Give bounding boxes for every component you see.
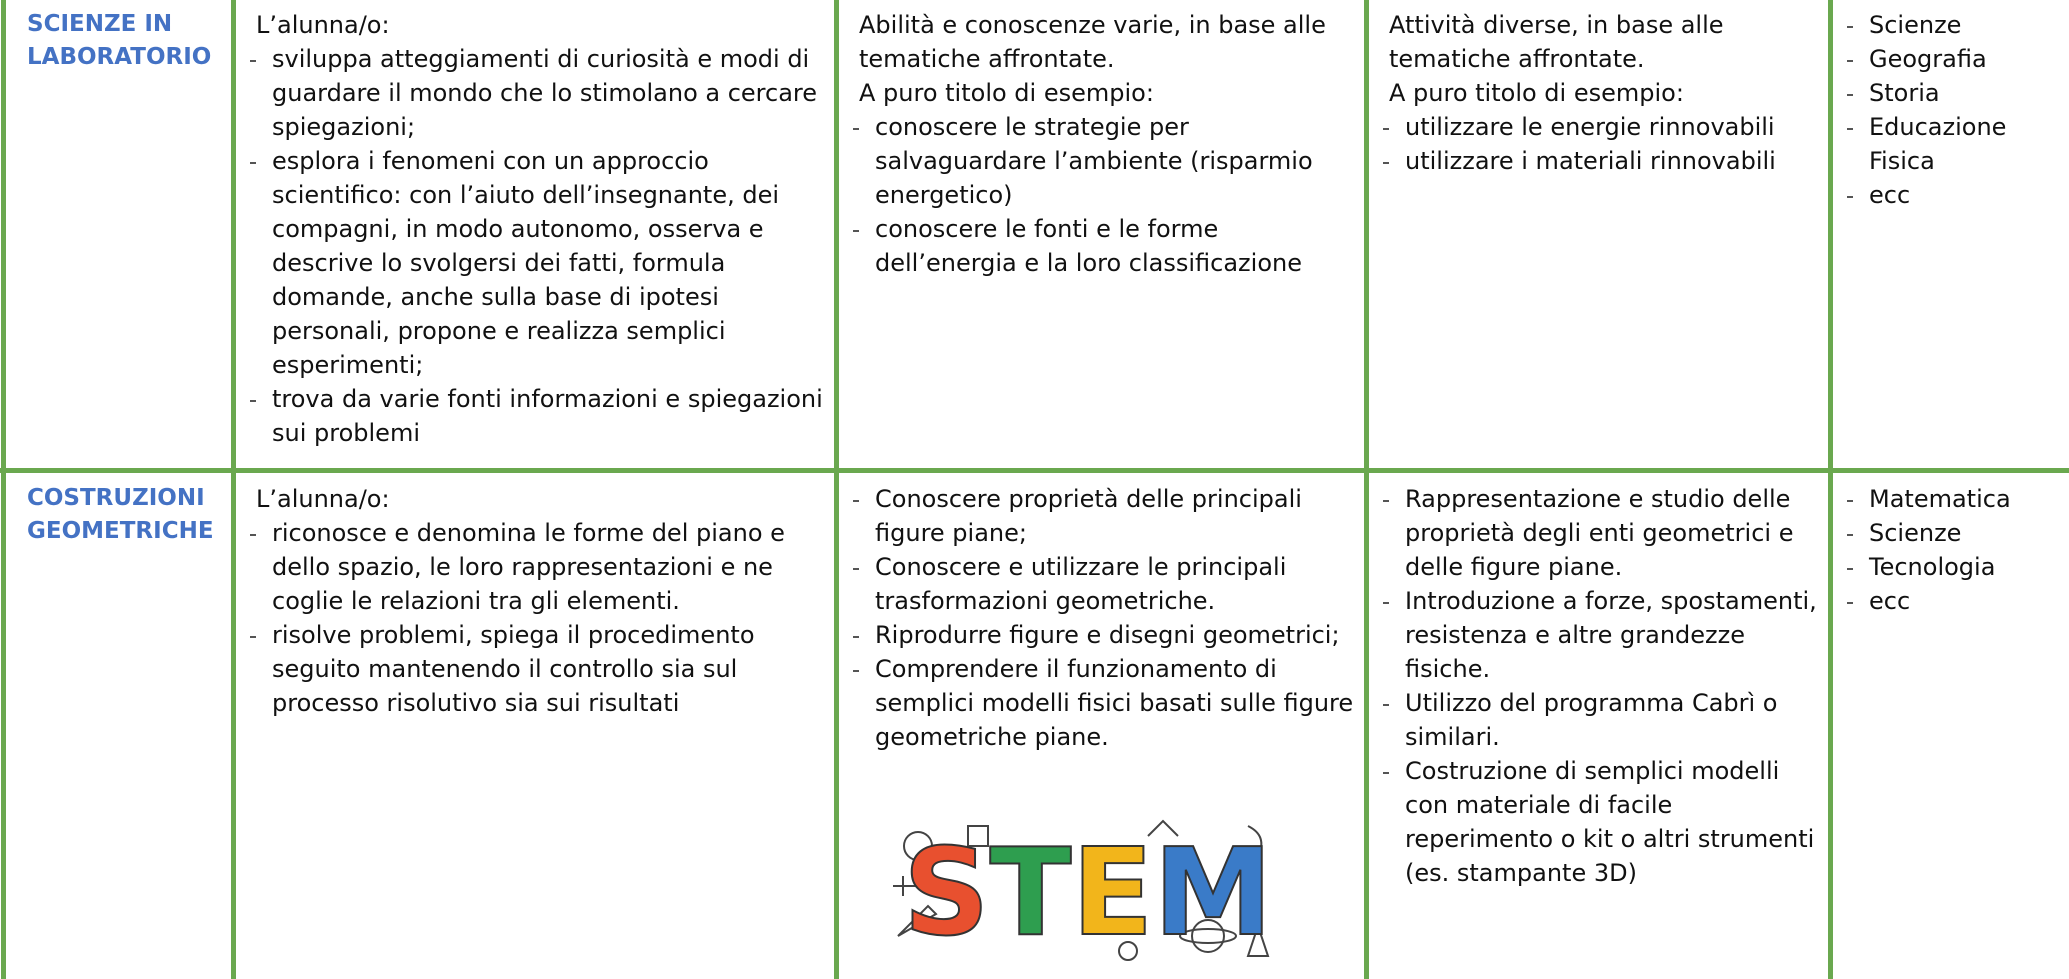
table-cell: Abilità e conoscenze varie, in base alle… bbox=[839, 8, 1361, 280]
border bbox=[0, 468, 2069, 473]
list-item: riconosce e denomina le forme del piano … bbox=[236, 516, 831, 618]
paragraph: L’alunna/o: bbox=[256, 485, 390, 513]
list-item: utilizzare le energie rinnovabili bbox=[1369, 110, 1825, 144]
list-item: Conoscere proprietà delle principali fig… bbox=[839, 482, 1361, 550]
table-cell: Scienze Geografia Storia Educazione Fisica e… bbox=[1833, 8, 2061, 212]
list-item: Rappresentazione e studio delle propriet… bbox=[1369, 482, 1825, 584]
table-cell: Attività diverse, in base alle tematiche… bbox=[1369, 8, 1825, 178]
list-item: Costruzione di semplici modelli con mate… bbox=[1369, 754, 1825, 890]
list-item: esplora i fenomeni con un approccio scie… bbox=[236, 144, 831, 382]
list-item: Scienze bbox=[1833, 516, 2061, 550]
list-item: utilizzare i materiali rinnovabili bbox=[1369, 144, 1825, 178]
list-item: Matematica bbox=[1833, 482, 2061, 516]
list-item: risolve problemi, spiega il procedimento… bbox=[236, 618, 831, 720]
stem-image: STEM bbox=[893, 819, 1274, 964]
list-item: conoscere le strategie per salvaguardare… bbox=[839, 110, 1361, 212]
border bbox=[1828, 0, 1833, 979]
table-cell: L’alunna/o: riconosce e denomina le forme… bbox=[236, 482, 831, 720]
row-heading: SCIENZE IN LABORATORIO bbox=[27, 11, 212, 70]
border bbox=[231, 0, 236, 979]
list-item: Comprendere il funzionamento di semplici… bbox=[839, 652, 1361, 754]
list-item: ecc bbox=[1833, 584, 2061, 618]
list-item: Riprodurre figure e disegni geometrici; bbox=[839, 618, 1361, 652]
table-cell: COSTRUZIONI GEOMETRICHE bbox=[3, 482, 228, 548]
list-item: Utilizzo del programma Cabrì o similari. bbox=[1369, 686, 1825, 754]
border bbox=[834, 0, 839, 979]
list-item: Introduzione a forze, spostamenti, resis… bbox=[1369, 584, 1825, 686]
table-cell: L’alunna/o: sviluppa atteggiamenti di cur… bbox=[236, 8, 831, 450]
list-item: Scienze bbox=[1833, 8, 2061, 42]
table-cell: Matematica Scienze Tecnologia ecc bbox=[1833, 482, 2061, 618]
list-item: Storia bbox=[1833, 76, 2061, 110]
stem-text: STEM bbox=[903, 824, 1273, 963]
list-item: Educazione Fisica bbox=[1833, 110, 2061, 178]
paragraph: A puro titolo di esempio: bbox=[1389, 79, 1684, 107]
list-item: Geografia bbox=[1833, 42, 2061, 76]
row-heading: COSTRUZIONI GEOMETRICHE bbox=[27, 485, 214, 544]
paragraph: A puro titolo di esempio: bbox=[859, 79, 1154, 107]
paragraph: Abilità e conoscenze varie, in base alle… bbox=[859, 11, 1326, 73]
list-item: trova da varie fonti informazioni e spie… bbox=[236, 382, 831, 450]
list-item: conoscere le fonti e le forme dell’energ… bbox=[839, 212, 1361, 280]
paragraph: L’alunna/o: bbox=[256, 11, 390, 39]
table-cell: Rappresentazione e studio delle propriet… bbox=[1369, 482, 1825, 890]
list-item: Conoscere e utilizzare le principali tra… bbox=[839, 550, 1361, 618]
list-item: sviluppa atteggiamenti di curiosità e mo… bbox=[236, 42, 831, 144]
list-item: ecc bbox=[1833, 178, 2061, 212]
border bbox=[1, 0, 6, 979]
list-item: Tecnologia bbox=[1833, 550, 2061, 584]
paragraph: Attività diverse, in base alle tematiche… bbox=[1389, 11, 1724, 73]
table-cell: Conoscere proprietà delle principali fig… bbox=[839, 482, 1361, 754]
table-cell: SCIENZE IN LABORATORIO bbox=[3, 8, 228, 74]
border bbox=[1364, 0, 1369, 979]
